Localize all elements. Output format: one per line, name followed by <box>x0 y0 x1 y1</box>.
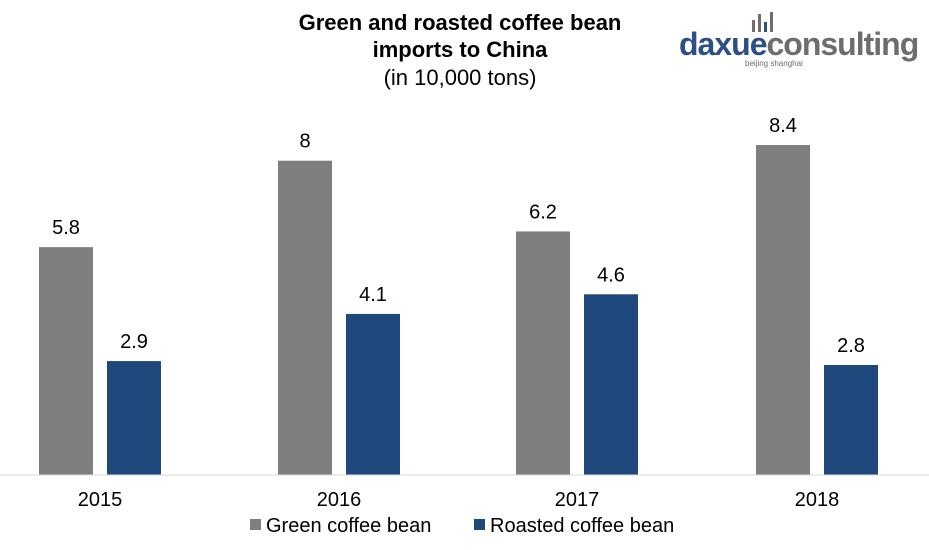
logo-wordmark: daxueconsulting <box>679 26 918 62</box>
legend-label-roasted: Roasted coffee bean <box>490 515 674 537</box>
data-label-green-2016: 8 <box>299 131 310 153</box>
data-label-green-2015: 5.8 <box>52 217 80 239</box>
bar-roasted-2017 <box>584 294 638 475</box>
x-tick-label-2018: 2018 <box>795 489 840 511</box>
chart-title-line-1: Green and roasted coffee bean <box>299 10 622 35</box>
data-label-roasted-2015: 2.9 <box>120 331 148 353</box>
bar-green-2016 <box>278 160 332 475</box>
bar-green-2018 <box>756 145 810 475</box>
chart-subtitle: (in 10,000 tons) <box>384 65 537 90</box>
bar-roasted-2015 <box>107 361 161 475</box>
legend-label-green: Green coffee bean <box>266 515 431 537</box>
x-tick-label-2017: 2017 <box>555 489 600 511</box>
data-label-green-2017: 6.2 <box>529 201 557 223</box>
x-axis-ticks: 2015 2016 2017 2018 <box>78 489 840 511</box>
value-labels-layer: 5.8 2.9 8 4.1 6.2 4.6 8.4 2.8 <box>52 115 865 357</box>
logo: daxueconsulting beijing shanghai <box>679 12 919 68</box>
bar-roasted-2018 <box>824 365 878 475</box>
logo-brand-part-2: consulting <box>766 26 918 62</box>
data-label-roasted-2016: 4.1 <box>359 284 387 306</box>
data-label-roasted-2017: 4.6 <box>597 264 625 286</box>
bar-chart-logo-icon <box>752 12 773 32</box>
bar-green-2017 <box>516 231 570 475</box>
data-label-roasted-2018: 2.8 <box>837 335 865 357</box>
chart-title-line-2: imports to China <box>373 37 549 62</box>
x-tick-label-2016: 2016 <box>317 489 362 511</box>
bars-layer <box>39 145 878 475</box>
logo-brand-part-1: daxue <box>679 26 767 62</box>
bar-green-2015 <box>39 247 93 475</box>
legend-swatch-green <box>250 519 261 530</box>
data-label-green-2018: 8.4 <box>769 115 797 137</box>
legend-swatch-roasted <box>474 519 485 530</box>
legend: Green coffee bean Roasted coffee bean <box>250 515 674 537</box>
logo-tagline: beijing shanghai <box>745 59 803 68</box>
x-tick-label-2015: 2015 <box>78 489 123 511</box>
bar-roasted-2016 <box>346 313 400 475</box>
